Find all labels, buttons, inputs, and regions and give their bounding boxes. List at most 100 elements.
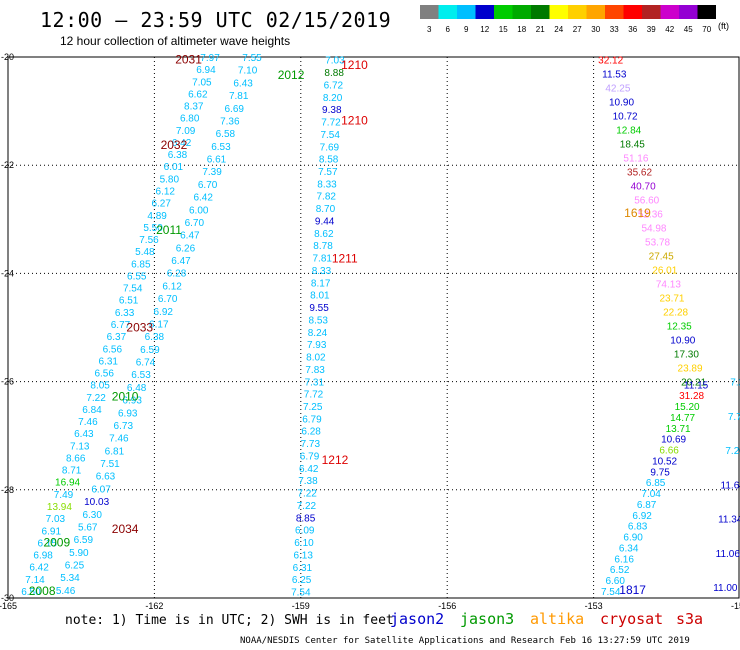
- legend-unit: (ft): [718, 21, 729, 31]
- swh-value: 11.06: [716, 549, 740, 560]
- time-label: 1212: [322, 453, 349, 467]
- legend-label: 18: [517, 25, 526, 34]
- swh-value: 8.33: [317, 179, 337, 190]
- swh-value: 6.16: [614, 554, 634, 565]
- swh-value: 8.20: [323, 93, 343, 104]
- swh-value: 8.71: [62, 466, 82, 477]
- time-label: 1211: [332, 251, 358, 265]
- x-tick-label: -159: [292, 601, 310, 610]
- swh-value: 6.25: [292, 575, 312, 586]
- mission-altika: altika: [530, 610, 585, 628]
- legend-swatch: [660, 5, 679, 19]
- legend-label: 39: [647, 25, 656, 34]
- swh-value: 6.74: [136, 358, 156, 369]
- swh-value: 12.35: [667, 322, 692, 333]
- swh-value: 6.79: [300, 451, 320, 462]
- footer-note: note: 1) Time is in UTC; 2) SWH is in fe…: [65, 613, 394, 628]
- swh-value: 7.09: [176, 126, 196, 137]
- y-tick-label: -22: [1, 160, 14, 170]
- swh-value: 4.89: [147, 211, 167, 222]
- swh-value: 7.82: [316, 192, 336, 203]
- swh-value: 7.76: [728, 412, 740, 423]
- swh-value: 7.56: [139, 235, 159, 246]
- legend-label: 45: [684, 25, 693, 34]
- swh-value: 7.46: [109, 434, 129, 445]
- legend-label: 36: [628, 25, 637, 34]
- legend-label: 70: [702, 25, 711, 34]
- swh-value: 7.81: [313, 254, 333, 265]
- time-label: 2033: [126, 321, 153, 335]
- swh-value: 6.09: [295, 526, 315, 537]
- swh-value: 7.51: [100, 459, 120, 470]
- legend-label: 6: [446, 25, 451, 34]
- legend-swatch: [531, 5, 550, 19]
- swh-value: 10.03: [84, 497, 109, 508]
- swh-value: 6.93: [118, 408, 138, 419]
- legend-label: 27: [573, 25, 582, 34]
- legend-swatch: [679, 5, 698, 19]
- swh-value: 7.31: [305, 377, 325, 388]
- time-label: 2008: [29, 584, 56, 598]
- swh-value: 6.17: [149, 319, 169, 330]
- swh-value: 6.33: [115, 308, 135, 319]
- swh-value: 5.34: [60, 573, 80, 584]
- swh-value: 16.94: [55, 478, 80, 489]
- chart-subtitle: 12 hour collection of altimeter wave hei…: [60, 34, 291, 48]
- swh-value: 6.42: [172, 138, 192, 149]
- swh-value: 5.90: [69, 548, 89, 559]
- credit-line: NOAA/NESDIS Center for Satellite Applica…: [240, 636, 690, 646]
- swh-value: 7.72: [304, 390, 324, 401]
- swh-value: 6.58: [216, 129, 236, 140]
- swh-value: 6.10: [294, 538, 314, 549]
- swh-value: 7.54: [291, 588, 311, 599]
- swh-value: 6.85: [131, 259, 151, 270]
- swh-value: 6.31: [99, 356, 119, 367]
- swh-value: 6.73: [114, 421, 134, 432]
- swh-value: 6.30: [82, 510, 102, 521]
- swh-value: 8.62: [314, 229, 334, 240]
- swh-value: 74.13: [656, 280, 681, 291]
- time-label: 2034: [112, 522, 139, 536]
- swh-value: 6.66: [659, 446, 679, 457]
- legend-swatch: [697, 5, 716, 19]
- swh-value: 6.43: [74, 429, 94, 440]
- swh-value: 8.24: [308, 328, 328, 339]
- swh-value: 6.62: [188, 89, 208, 100]
- time-label: 2010: [112, 390, 139, 404]
- swh-value: 6.42: [299, 464, 319, 475]
- swh-value: 7.57: [318, 167, 338, 178]
- x-tick-label: -156: [438, 601, 456, 610]
- swh-value: 6.80: [180, 114, 200, 125]
- legend-swatch: [475, 5, 494, 19]
- swh-value: 8.01: [310, 291, 330, 302]
- swh-value: 8.33: [312, 266, 332, 277]
- swh-value: 6.56: [94, 369, 114, 380]
- swh-value: 5.46: [56, 586, 76, 597]
- swh-value: 8.88: [324, 68, 344, 79]
- swh-value: 6.12: [162, 281, 182, 292]
- swh-value: 7.46: [78, 417, 98, 428]
- legend-swatch: [623, 5, 642, 19]
- swh-value: 6.69: [225, 104, 245, 115]
- swh-value: 12.84: [616, 126, 641, 137]
- swh-value: 6.01: [164, 162, 184, 173]
- swh-value: 6.53: [211, 142, 231, 153]
- time-label: 2032: [161, 138, 188, 152]
- swh-value: 42.25: [605, 84, 630, 95]
- swh-value: 6.79: [302, 414, 322, 425]
- swh-value: 54.98: [641, 224, 666, 235]
- mission-s3a: s3a: [676, 610, 704, 628]
- swh-value: 8.70: [316, 204, 336, 215]
- swh-value: 7.54: [601, 587, 621, 598]
- legend-label: 33: [610, 25, 619, 34]
- chart-title: 12:00 – 23:59 UTC 02/15/2019: [40, 8, 392, 32]
- swh-value: 14.77: [670, 413, 695, 424]
- swh-value: 10.52: [652, 456, 677, 467]
- swh-value: 6.93: [122, 396, 142, 407]
- swh-value: 53.78: [645, 238, 670, 249]
- swh-value: 26.01: [652, 266, 677, 277]
- swh-value: 7.49: [54, 490, 74, 501]
- swh-value: 6.13: [293, 550, 313, 561]
- legend-label: 21: [536, 25, 545, 34]
- swh-value: 7.93: [307, 340, 327, 351]
